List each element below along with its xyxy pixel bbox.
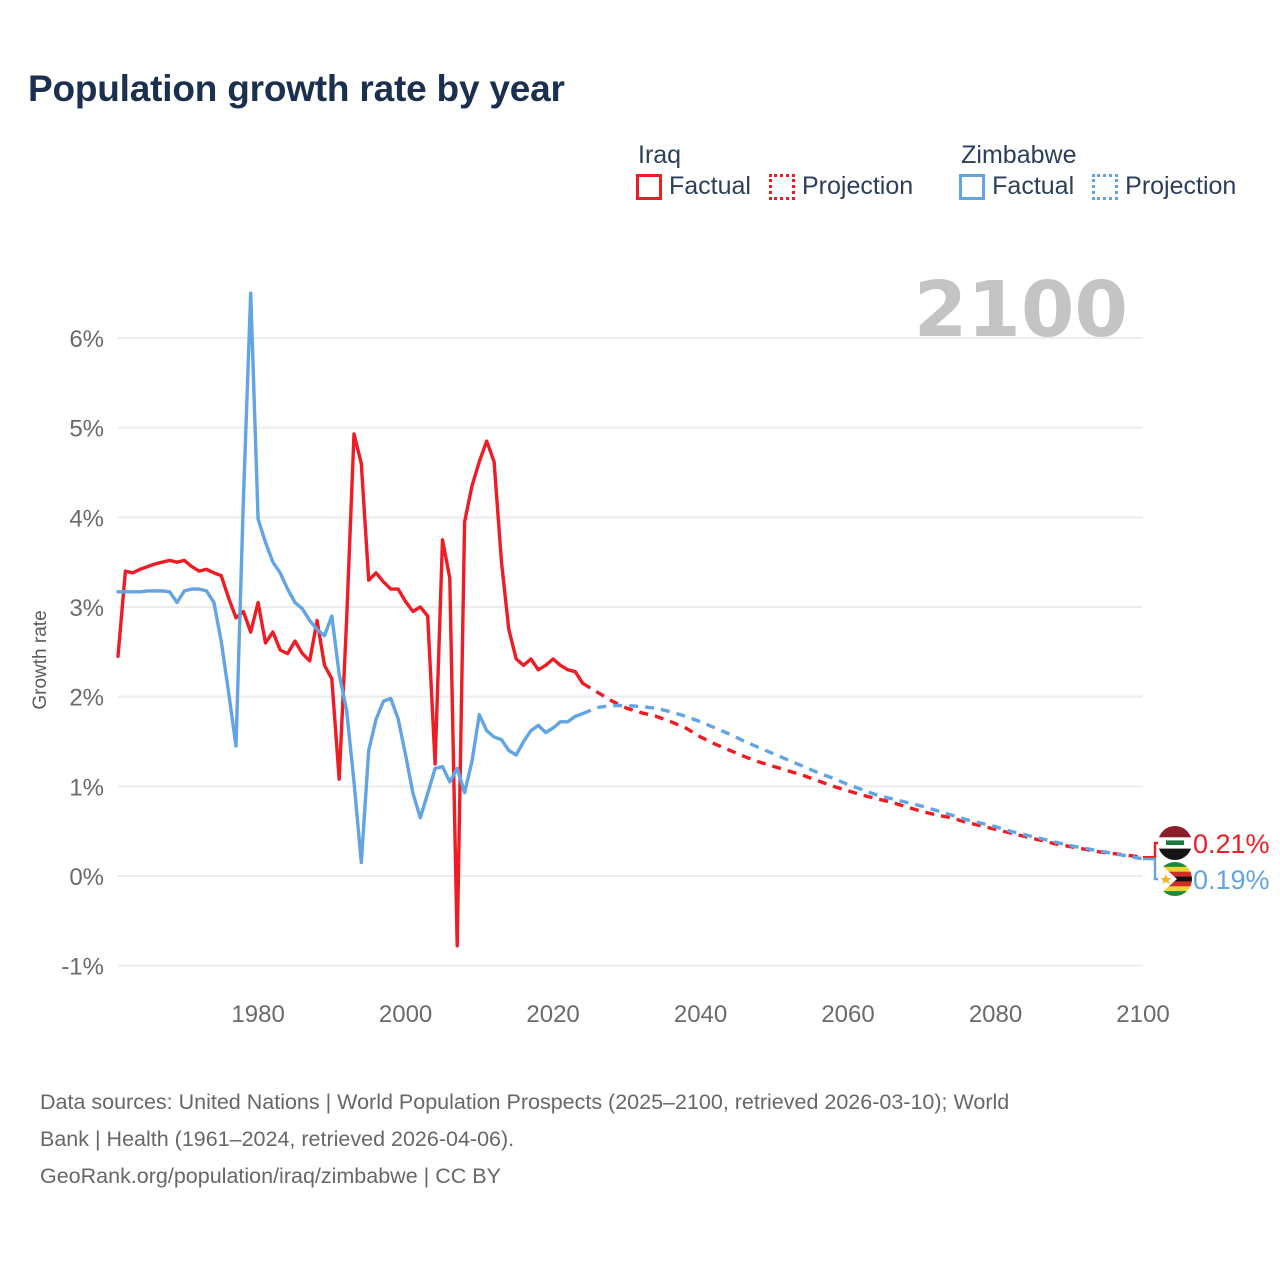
footer-line-3: GeoRank.org/population/iraq/zimbabwe | C…	[40, 1163, 501, 1188]
legend-label-zimbabwe-projection: Projection	[1125, 172, 1237, 200]
chart-series	[116, 291, 1144, 948]
footer-line-2: Bank | Health (1961–2024, retrieved 2026…	[40, 1126, 515, 1151]
growth-rate-chart: -1% 0% 1% 2% 3% 4% 5% 6% 1980 2000 2020 2040 2060 20…	[30, 291, 1270, 1028]
y-tick-label: 1%	[69, 774, 104, 801]
legend-swatch-dotted-icon	[1092, 173, 1119, 200]
y-tick-label: 3%	[69, 595, 104, 622]
legend-entries-zimbabwe: Factual Projection	[959, 172, 1237, 200]
series-line-factual-zimbabwe	[116, 291, 585, 865]
legend-item-zimbabwe-projection[interactable]: Projection	[1092, 172, 1237, 200]
footer-sources: Data sources: United Nations | World Pop…	[40, 1085, 1240, 1193]
footer-line-1: Data sources: United Nations | World Pop…	[40, 1090, 1010, 1114]
legend-country-zimbabwe: Zimbabwe	[961, 141, 1077, 169]
legend-swatch-solid-icon	[959, 173, 986, 200]
page-title: Population growth rate by year	[28, 68, 565, 109]
zimbabwe-end-label: 0.19%	[1193, 865, 1270, 895]
series-line-factual-iraq	[116, 432, 585, 948]
x-tick-label: 2040	[674, 1001, 727, 1028]
y-tick-label: 0%	[69, 864, 104, 891]
legend-item-iraq-factual[interactable]: Factual	[636, 172, 751, 200]
y-tick-label: 5%	[69, 416, 104, 443]
x-tick-label: 2020	[526, 1001, 579, 1028]
zimbabwe-flag-icon	[1158, 862, 1192, 896]
legend-item-iraq-projection[interactable]: Projection	[768, 172, 914, 200]
y-axis-tick-labels: -1% 0% 1% 2% 3% 4% 5% 6%	[61, 326, 104, 981]
x-tick-label: 1980	[231, 1001, 284, 1028]
y-tick-label: 4%	[69, 505, 104, 532]
legend-label-zimbabwe-factual: Factual	[992, 172, 1075, 200]
legend-label-iraq-factual: Factual	[669, 172, 751, 200]
legend-swatch-solid-icon	[636, 173, 662, 200]
y-axis-title: Growth rate	[30, 610, 51, 709]
year-watermark: 2100	[913, 266, 1128, 355]
x-tick-label: 2060	[821, 1001, 874, 1028]
legend-entries-iraq: Factual Projection	[636, 172, 914, 200]
legend-group-iraq: Iraq Factual Projection	[636, 141, 914, 200]
iraq-end-label: 0.21%	[1193, 829, 1270, 859]
x-tick-label: 2100	[1116, 1001, 1169, 1028]
x-axis-tick-labels: 1980 2000 2020 2040 2060 2080 2100	[231, 1001, 1169, 1028]
plot-area: -1% 0% 1% 2% 3% 4% 5% 6% 1980 2000 2020 2040 2060 20…	[30, 291, 1270, 1028]
x-tick-label: 2000	[379, 1001, 432, 1028]
legend-label-iraq-projection: Projection	[801, 172, 914, 200]
chart-gridlines	[118, 337, 1143, 967]
legend-group-zimbabwe: Zimbabwe Factual Projection	[959, 141, 1237, 200]
series-line-projection-iraq	[581, 681, 1144, 859]
y-tick-label: 2%	[69, 685, 104, 712]
legend-swatch-dotted-icon	[768, 173, 795, 200]
chart-legend: Iraq Factual Projection Zimbabwe Factual	[636, 141, 1237, 200]
legend-country-iraq: Iraq	[638, 141, 682, 169]
y-tick-label: -1%	[61, 954, 104, 981]
y-tick-label: 6%	[69, 326, 104, 353]
legend-item-zimbabwe-factual[interactable]: Factual	[959, 172, 1075, 200]
series-line-projection-zimbabwe	[581, 703, 1144, 861]
x-tick-label: 2080	[969, 1001, 1022, 1028]
iraq-flag-icon	[1158, 826, 1192, 860]
series-end-labels: 0.21% 0.19%	[1143, 826, 1270, 896]
